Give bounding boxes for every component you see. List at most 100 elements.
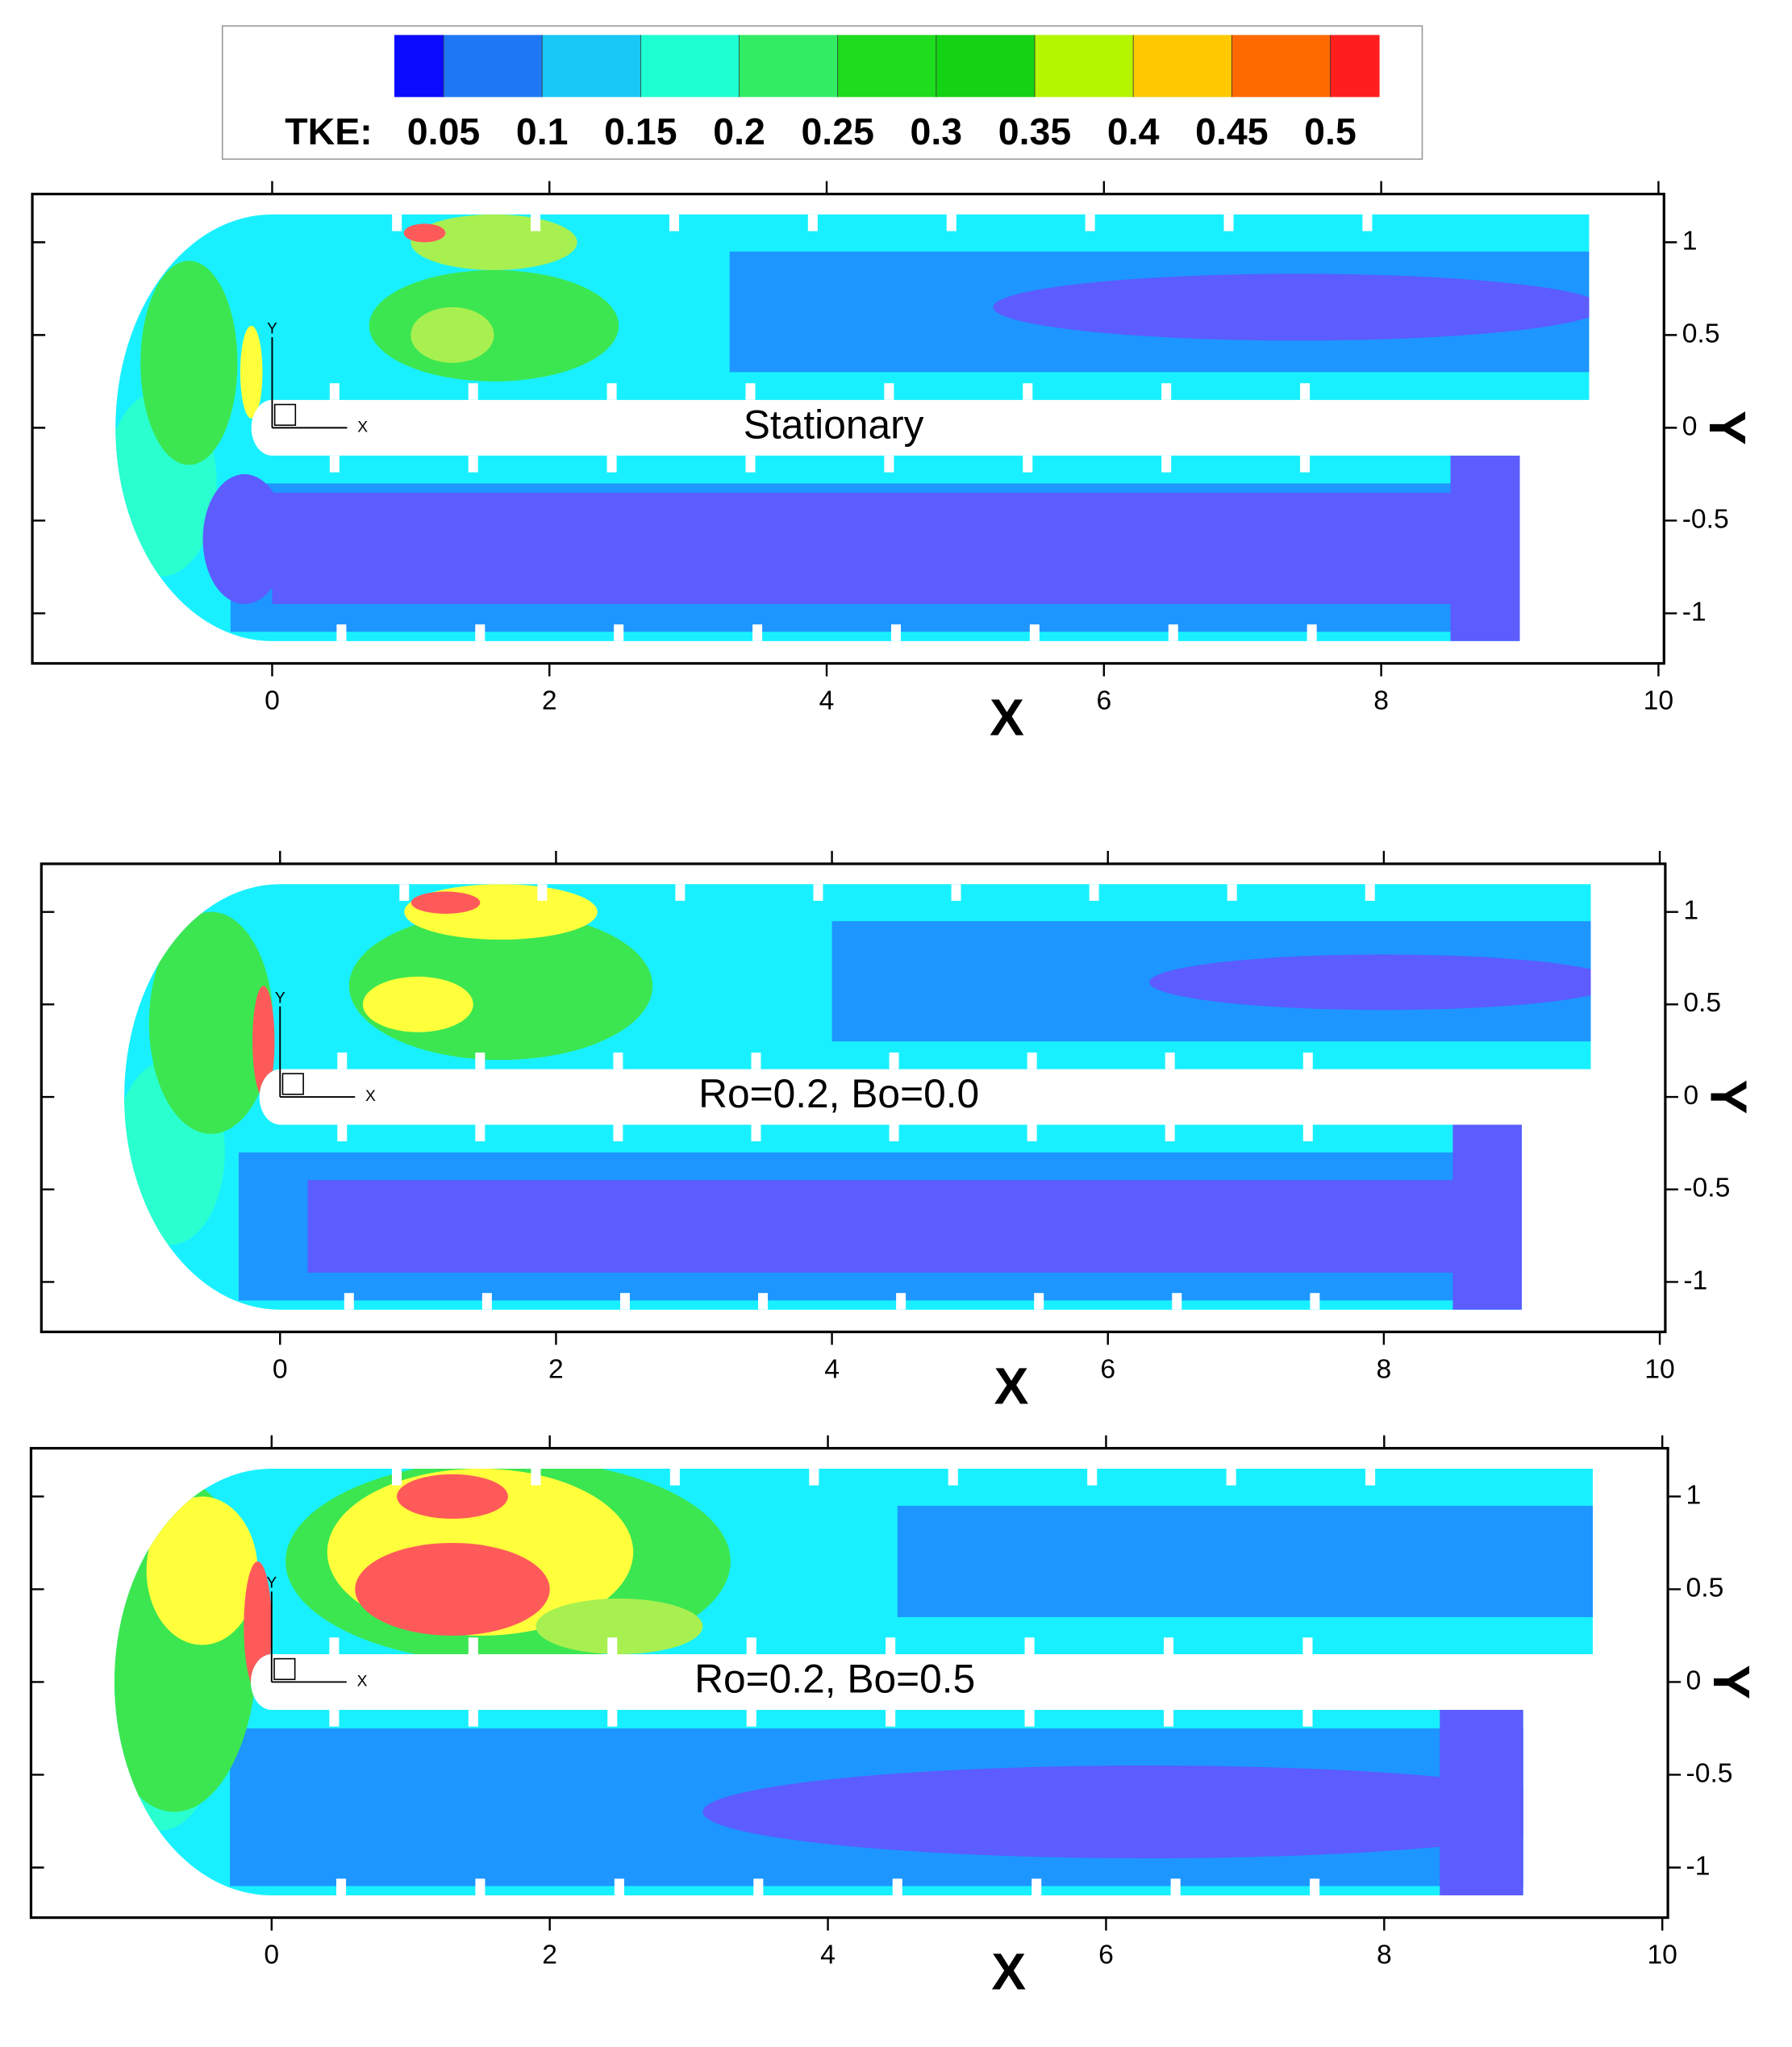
contour-region bbox=[403, 223, 446, 243]
rib bbox=[619, 1293, 630, 1310]
colorbar-tick-label: 0.25 bbox=[801, 110, 873, 152]
rib bbox=[948, 1468, 958, 1486]
colorbar-swatch bbox=[394, 35, 444, 98]
x-tick-label: 0 bbox=[265, 686, 280, 716]
rib bbox=[613, 1052, 623, 1069]
rib bbox=[889, 1124, 899, 1142]
rib bbox=[669, 214, 679, 231]
rib bbox=[1024, 1709, 1035, 1727]
contour-region bbox=[240, 325, 263, 419]
colorbar-label: TKE: bbox=[285, 110, 372, 152]
colorbar-swatch bbox=[1330, 35, 1380, 98]
x-tick-label: 8 bbox=[1373, 686, 1389, 716]
colorbar-tick-label: 0.2 bbox=[713, 110, 765, 152]
triad-label: Y bbox=[275, 990, 285, 1007]
panel-annotation: Stationary bbox=[744, 402, 924, 448]
rib bbox=[399, 884, 410, 901]
rib bbox=[1029, 624, 1040, 641]
rib bbox=[896, 1293, 906, 1310]
rib bbox=[1168, 624, 1178, 641]
rib bbox=[1165, 1124, 1175, 1142]
rib bbox=[344, 1293, 354, 1310]
rib bbox=[468, 383, 478, 400]
rib bbox=[475, 624, 486, 641]
rib bbox=[1302, 1709, 1313, 1727]
contour-region bbox=[536, 1598, 703, 1654]
colorbar-swatch bbox=[1133, 35, 1232, 98]
rib bbox=[1027, 1052, 1037, 1069]
x-tick-label: 4 bbox=[824, 1354, 840, 1384]
rib bbox=[391, 1468, 402, 1486]
panel-annotation: Ro=0.2, Bo=0.5 bbox=[694, 1657, 975, 1702]
rib bbox=[951, 884, 961, 901]
rib bbox=[1300, 455, 1311, 473]
x-tick-label: 6 bbox=[1098, 1941, 1114, 1970]
rib bbox=[606, 383, 617, 400]
contour-region bbox=[202, 473, 286, 604]
y-tick-label: -0.5 bbox=[1683, 1174, 1730, 1203]
rib bbox=[886, 1709, 896, 1727]
contour-region bbox=[146, 1496, 258, 1645]
x-tick-label: 8 bbox=[1377, 1941, 1392, 1970]
rib bbox=[745, 383, 756, 400]
y-tick-label: -1 bbox=[1686, 1851, 1711, 1881]
rib bbox=[531, 1468, 541, 1486]
panel-annotation: Ro=0.2, Bo=0.0 bbox=[698, 1071, 979, 1116]
colorbar-swatch bbox=[542, 35, 641, 98]
rib bbox=[675, 884, 686, 901]
rib bbox=[1170, 1878, 1181, 1895]
contour-region bbox=[702, 1765, 1593, 1858]
rib bbox=[1023, 455, 1033, 473]
y-axis-label: Y bbox=[1702, 1665, 1761, 1699]
rib bbox=[1089, 884, 1099, 901]
rib bbox=[1161, 383, 1172, 400]
triad-label: X bbox=[365, 1088, 376, 1105]
rib bbox=[745, 455, 756, 473]
rib bbox=[1310, 1878, 1320, 1895]
y-axis-label: Y bbox=[1698, 411, 1757, 445]
y-tick-label: 0.5 bbox=[1683, 988, 1721, 1018]
rib bbox=[335, 1878, 347, 1895]
contour-region bbox=[410, 306, 494, 363]
rib bbox=[1227, 884, 1237, 901]
colorbar-tick-label: 0.35 bbox=[998, 110, 1071, 152]
x-tick-label: 2 bbox=[548, 1354, 564, 1384]
x-tick-label: 6 bbox=[1096, 686, 1111, 716]
rib bbox=[531, 214, 541, 231]
rib bbox=[1161, 455, 1172, 473]
contour-region bbox=[396, 1474, 508, 1520]
triad-label: X bbox=[357, 419, 368, 436]
rib bbox=[889, 1052, 899, 1069]
x-tick-label: 6 bbox=[1100, 1354, 1115, 1384]
y-tick-label: -0.5 bbox=[1682, 504, 1729, 534]
rib bbox=[1164, 1637, 1174, 1654]
rib bbox=[886, 1637, 896, 1654]
x-tick-label: 10 bbox=[1647, 1941, 1677, 1970]
rib bbox=[813, 884, 823, 901]
x-tick-label: 0 bbox=[264, 1941, 279, 1970]
contour-region bbox=[1440, 1709, 1523, 1895]
rib bbox=[1023, 383, 1033, 400]
contour-region bbox=[1149, 954, 1591, 1011]
triad-label: Y bbox=[266, 1575, 277, 1592]
rib bbox=[468, 1709, 478, 1727]
rib bbox=[1172, 1293, 1182, 1310]
colorbar-tick-label: 0.15 bbox=[604, 110, 677, 152]
colorbar-tick-label: 0.05 bbox=[407, 110, 480, 152]
contour-region bbox=[307, 1180, 1522, 1273]
rib bbox=[1302, 1052, 1313, 1069]
triad-box bbox=[281, 1073, 304, 1095]
colorbar-swatch bbox=[640, 35, 740, 98]
colorbar-swatch bbox=[1231, 35, 1331, 98]
rib bbox=[475, 1124, 486, 1142]
y-tick-label: 1 bbox=[1683, 896, 1698, 926]
rib bbox=[1302, 1637, 1313, 1654]
rib bbox=[758, 1293, 769, 1310]
contour-region bbox=[272, 492, 1520, 604]
colorbar-swatch bbox=[444, 35, 543, 98]
rib bbox=[475, 1878, 486, 1895]
triad-box bbox=[273, 1657, 296, 1681]
rib bbox=[884, 455, 894, 473]
